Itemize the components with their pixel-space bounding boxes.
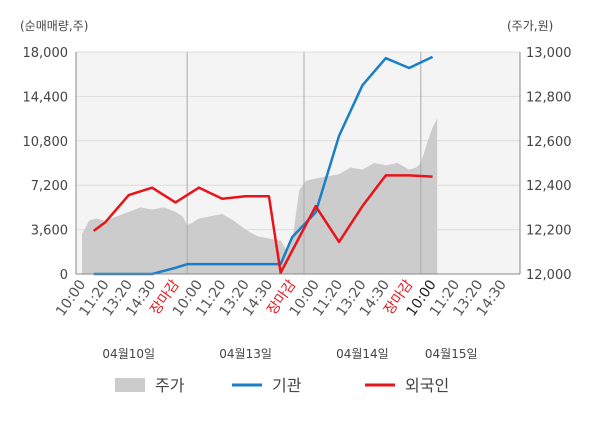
right-tick-label: 12,200 [526, 224, 572, 239]
left-tick-label: 7,200 [31, 179, 68, 194]
left-axis-unit-label: (순매매량,주) [20, 19, 88, 33]
price-area [82, 118, 438, 274]
left-tick-label: 10,800 [23, 135, 69, 150]
left-tick-label: 18,000 [23, 46, 69, 61]
right-axis-tick-labels: 12,000 12,200 12,400 12,600 12,800 13,000 [526, 46, 572, 283]
date-label: 04월15일 [425, 347, 478, 361]
x-axis-tick-labels: 10:0011:2013:2014:30장마감10:0011:2013:2014… [53, 277, 510, 319]
left-tick-label: 14,400 [23, 90, 69, 105]
right-tick-label: 12,800 [526, 90, 572, 105]
series-line-foreign [92, 174, 433, 275]
left-tick-label: 3,600 [31, 224, 68, 239]
legend-label: 외국인 [405, 376, 449, 395]
legend: 주가 기관 외국인 [115, 376, 449, 395]
right-axis-unit-label: (주가,원) [507, 19, 553, 33]
right-tick-label: 12,600 [526, 135, 572, 150]
date-labels: 04월10일 04월13일 04월14일 04월15일 [102, 347, 477, 361]
right-tick-label: 12,400 [526, 179, 572, 194]
left-tick-label: 0 [60, 268, 68, 283]
left-axis-tick-labels: 0 3,600 7,200 10,800 14,400 18,000 [23, 46, 69, 283]
right-tick-label: 12,000 [526, 268, 572, 283]
date-label: 04월13일 [219, 347, 272, 361]
day-boundary-lines [186, 52, 422, 274]
axes [75, 52, 521, 275]
date-label: 04월14일 [336, 347, 389, 361]
legend-label: 기관 [272, 376, 302, 395]
date-label: 04월10일 [102, 347, 155, 361]
right-tick-label: 13,000 [526, 46, 572, 61]
legend-label: 주가 [155, 376, 185, 395]
price-area-layer [82, 118, 438, 274]
legend-swatch-area [115, 378, 145, 392]
